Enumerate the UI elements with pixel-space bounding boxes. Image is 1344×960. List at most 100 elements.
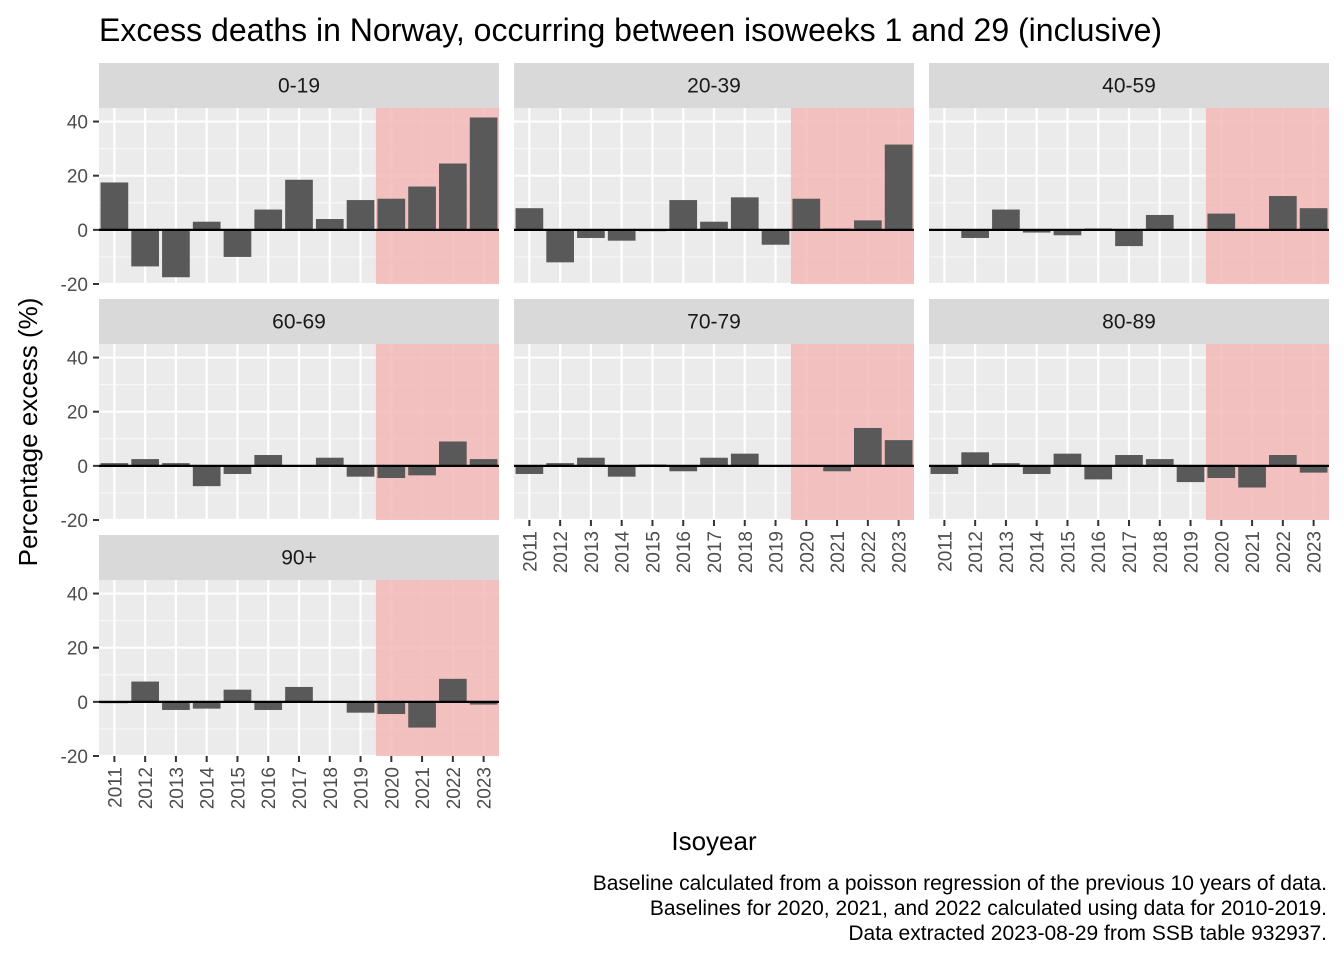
bar-80-89-2019 <box>1176 465 1205 483</box>
pandemic-highlight <box>1205 344 1329 520</box>
bar-70-79-2017 <box>700 457 728 466</box>
bar-90+-2020 <box>377 701 406 715</box>
bar-20-39-2019 <box>761 229 790 245</box>
bar-60-69-2015 <box>223 465 252 474</box>
facet-strip <box>929 299 1329 344</box>
bar-0-19-2023 <box>469 117 498 230</box>
caption-line-2: Baselines for 2020, 2021, and 2022 calcu… <box>650 897 1327 920</box>
facet-strip <box>99 299 499 344</box>
bar-90+-2021 <box>408 701 436 728</box>
bar-90+-2017 <box>285 686 313 702</box>
y-tick-label: 40 <box>67 349 88 370</box>
bar-60-69-2016 <box>254 455 283 466</box>
bar-20-39-2018 <box>730 197 759 230</box>
x-tick-label: 2022 <box>859 531 880 573</box>
facet-strip <box>514 299 914 344</box>
bar-80-89-2021 <box>1238 465 1266 488</box>
facet-strip <box>929 63 1329 108</box>
y-tick-label: 20 <box>67 639 88 660</box>
facet-strip-label: 70-79 <box>687 311 741 334</box>
x-tick-label: 2011 <box>105 767 126 808</box>
bar-40-59-2014 <box>1022 229 1051 233</box>
facet-20-39: 20-39 <box>514 63 914 286</box>
x-tick-label: 2018 <box>321 767 342 809</box>
bar-0-19-2013 <box>162 229 190 278</box>
x-tick-label: 2016 <box>674 531 695 573</box>
x-tick-label: 2016 <box>259 767 280 809</box>
x-tick-label: 2020 <box>797 531 818 573</box>
bar-70-79-2021 <box>823 465 851 472</box>
facet-panels: 0-19 -20 0 20 40 20-39 40-59 60-69 -20 0 20 40 70-79… <box>61 63 1329 809</box>
x-tick-label: 2012 <box>551 531 572 573</box>
bar-40-59-2023 <box>1299 208 1328 230</box>
bar-0-19-2022 <box>439 163 467 230</box>
bar-60-69-2012 <box>131 459 159 466</box>
x-tick-label: 2023 <box>890 531 911 573</box>
facet-60-69: 60-69 -20 0 20 40 <box>61 299 499 532</box>
x-tick-label: 2014 <box>198 767 219 810</box>
y-tick-label: -20 <box>61 747 88 768</box>
bar-20-39-2012 <box>546 229 574 263</box>
facet-0-19: 0-19 -20 0 20 40 <box>61 63 499 296</box>
bar-80-89-2017 <box>1115 455 1143 466</box>
bar-20-39-2013 <box>577 229 605 238</box>
y-tick-label: 40 <box>67 113 88 134</box>
pandemic-highlight <box>375 580 499 756</box>
x-tick-label: 2015 <box>643 531 664 573</box>
bar-60-69-2019 <box>346 465 375 477</box>
pandemic-highlight <box>1205 108 1329 284</box>
bar-40-59-2017 <box>1115 229 1143 247</box>
bar-0-19-2011 <box>100 182 129 230</box>
bar-60-69-2021 <box>408 465 436 476</box>
facet-strip-label: 60-69 <box>272 311 326 334</box>
bar-60-69-2013 <box>162 463 190 466</box>
bar-0-19-2018 <box>315 219 344 230</box>
facet-80-89: 80-89 2011 2012 2013 2014 2015 2016 2017 2018 201… <box>929 299 1329 573</box>
x-tick-label: 2015 <box>228 767 249 809</box>
bar-80-89-2016 <box>1084 465 1113 480</box>
x-tick-label: 2011 <box>520 531 541 572</box>
bar-70-79-2013 <box>577 457 605 466</box>
facet-strip-label: 20-39 <box>687 75 741 98</box>
bar-70-79-2012 <box>546 463 574 466</box>
y-tick-label: 20 <box>67 167 88 188</box>
x-tick-label: 2019 <box>352 767 373 809</box>
bar-70-79-2018 <box>730 453 759 466</box>
bar-20-39-2014 <box>607 229 636 241</box>
x-tick-label: 2012 <box>966 531 987 573</box>
bar-20-39-2011 <box>515 208 544 230</box>
y-tick-label: 20 <box>67 403 88 424</box>
x-tick-label: 2013 <box>997 531 1018 573</box>
bar-0-19-2012 <box>131 229 159 267</box>
y-tick-label: -20 <box>61 511 88 532</box>
bar-90+-2015 <box>223 689 252 702</box>
bar-90+-2016 <box>254 701 283 710</box>
x-tick-label: 2017 <box>705 531 726 573</box>
x-tick-label: 2018 <box>1151 531 1172 573</box>
y-tick-label: 0 <box>77 693 88 714</box>
x-tick-label: 2016 <box>1089 531 1110 573</box>
bar-80-89-2023 <box>1299 465 1328 473</box>
bar-80-89-2018 <box>1145 459 1174 466</box>
bar-20-39-2023 <box>884 144 913 230</box>
bar-80-89-2013 <box>992 463 1020 466</box>
facet-40-59: 40-59 <box>929 63 1329 286</box>
bar-80-89-2012 <box>961 452 989 466</box>
x-tick-label: 2015 <box>1058 531 1079 573</box>
bar-60-69-2014 <box>192 465 221 487</box>
bar-20-39-2017 <box>700 221 728 230</box>
x-tick-label: 2014 <box>613 531 634 574</box>
x-tick-label: 2013 <box>582 531 603 573</box>
bar-40-59-2020 <box>1207 213 1236 230</box>
bar-0-19-2016 <box>254 209 283 230</box>
y-tick-label: 0 <box>77 457 88 478</box>
facet-strip-label: 0-19 <box>278 75 320 98</box>
x-tick-label: 2019 <box>1182 531 1203 573</box>
bar-70-79-2014 <box>607 465 636 477</box>
x-tick-label: 2018 <box>736 531 757 573</box>
bar-40-59-2012 <box>961 229 989 238</box>
caption-line-3: Data extracted 2023-08-29 from SSB table… <box>848 922 1327 945</box>
bar-0-19-2021 <box>408 186 436 230</box>
bar-90+-2019 <box>346 701 375 713</box>
bar-0-19-2014 <box>192 221 221 230</box>
